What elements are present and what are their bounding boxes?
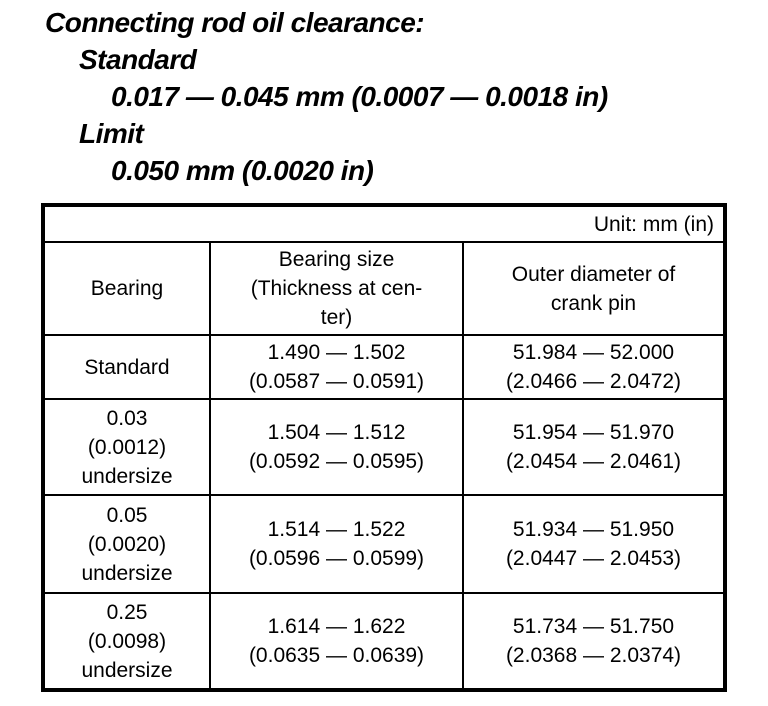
cell-bearing-size: 1.490 — 1.502 (0.0587 — 0.0591) [209, 334, 464, 400]
table-row-undersize-005: 0.05 (0.0020) undersize 1.514 — 1.522 (0… [42, 494, 726, 594]
unit-label: Unit: mm (in) [42, 204, 726, 243]
bearing-spec-table: Unit: mm (in) Bearing Bearing size (Thic… [41, 203, 727, 692]
cell-bearing: 0.25 (0.0098) undersize [42, 592, 211, 691]
spec-standard-label: Standard [79, 44, 197, 75]
table-row-undersize-025: 0.25 (0.0098) undersize 1.614 — 1.622 (0… [42, 592, 726, 691]
spec-limit-label: Limit [79, 118, 144, 149]
cell-bearing-size: 1.614 — 1.622 (0.0635 — 0.0639) [209, 592, 464, 691]
unit-row: Unit: mm (in) [42, 204, 726, 243]
col-header-bearing-size: Bearing size (Thickness at cen- ter) [209, 241, 464, 336]
spec-block: Connecting rod oil clearance: Standard 0… [45, 4, 608, 189]
cell-bearing-size: 1.514 — 1.522 (0.0596 — 0.0599) [209, 494, 464, 594]
table-row-undersize-003: 0.03 (0.0012) undersize 1.504 — 1.512 (0… [42, 398, 726, 496]
cell-outer-diameter: 51.934 — 51.950 (2.0447 — 2.0453) [462, 494, 726, 594]
spec-limit-value: 0.050 mm (0.0020 in) [111, 155, 374, 186]
spec-title: Connecting rod oil clearance: [45, 7, 425, 38]
spec-standard-value: 0.017 — 0.045 mm (0.0007 — 0.0018 in) [111, 81, 608, 112]
cell-outer-diameter: 51.954 — 51.970 (2.0454 — 2.0461) [462, 398, 726, 496]
table-row-standard: Standard 1.490 — 1.502 (0.0587 — 0.0591)… [42, 334, 726, 400]
cell-bearing: 0.05 (0.0020) undersize [42, 494, 211, 594]
cell-bearing-size: 1.504 — 1.512 (0.0592 — 0.0595) [209, 398, 464, 496]
cell-outer-diameter: 51.734 — 51.750 (2.0368 — 2.0374) [462, 592, 726, 691]
cell-bearing: Standard [42, 334, 211, 400]
cell-outer-diameter: 51.984 — 52.000 (2.0466 — 2.0472) [462, 334, 726, 400]
table-header-row: Bearing Bearing size (Thickness at cen- … [42, 241, 726, 336]
cell-bearing: 0.03 (0.0012) undersize [42, 398, 211, 496]
col-header-outer-diameter: Outer diameter of crank pin [462, 241, 726, 336]
col-header-bearing: Bearing [42, 241, 211, 336]
